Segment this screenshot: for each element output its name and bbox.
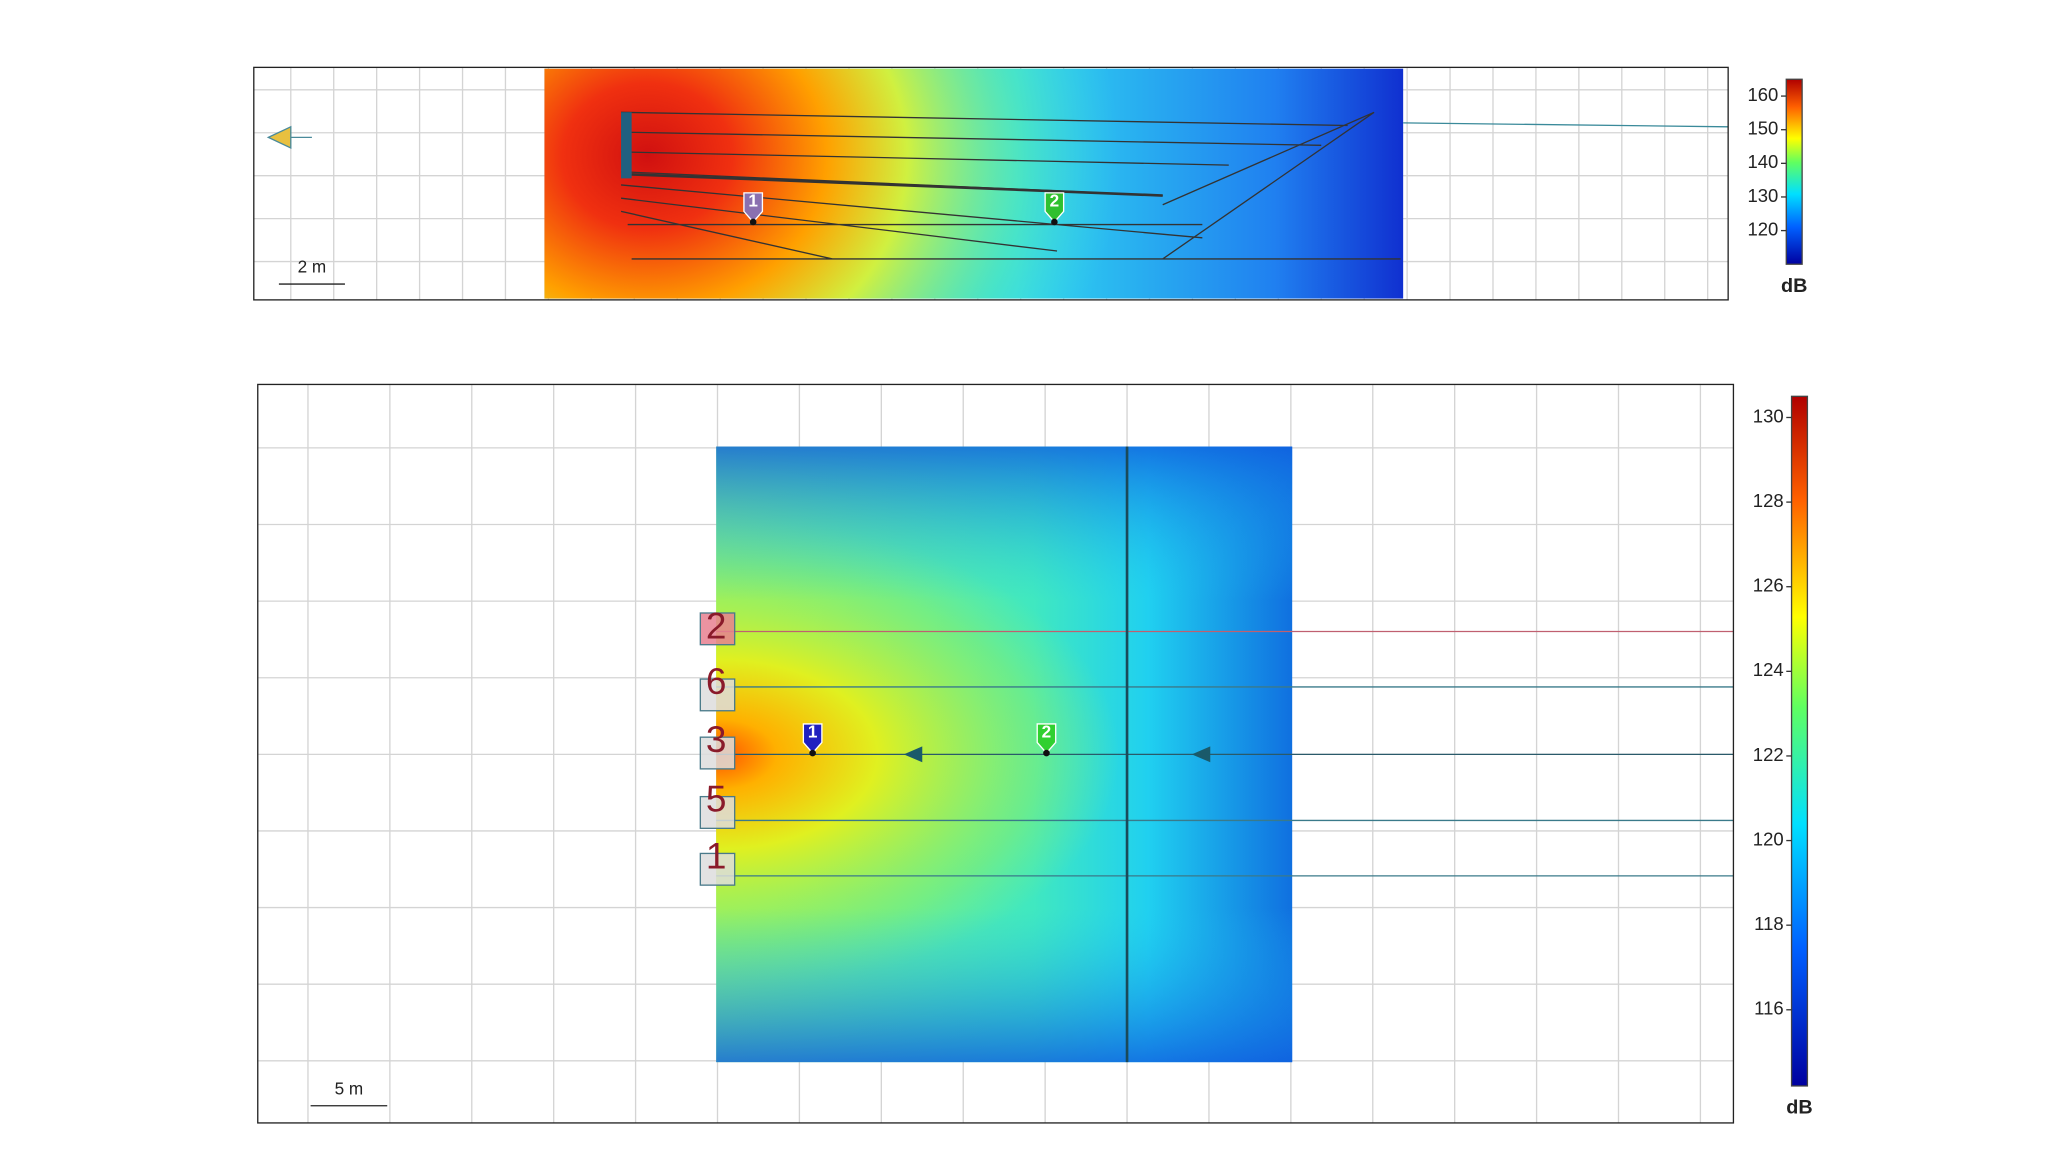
speaker-label: 5 — [706, 779, 727, 820]
speaker — [699, 795, 736, 829]
marker-point — [749, 218, 757, 226]
colorbar-tick-label: 122 — [1753, 744, 1784, 765]
speaker — [699, 612, 736, 646]
marker-point — [1051, 218, 1058, 226]
colorbar-tick-label: 120 — [1753, 828, 1784, 849]
panel-frame — [257, 383, 1735, 1124]
colorbar-tick-label: 160 — [1748, 84, 1779, 105]
colorbar-unit: dB — [1786, 1097, 1812, 1119]
speaker-label: 2 — [706, 606, 727, 647]
marker-point — [809, 749, 816, 757]
colorbar-tick-label: 150 — [1748, 118, 1779, 139]
speaker — [699, 678, 736, 712]
colorbar-tick-label: 120 — [1748, 218, 1779, 239]
marker-label: 2 — [1050, 191, 1060, 211]
colorbar-unit: dB — [1781, 275, 1807, 297]
speaker-label: 6 — [706, 661, 727, 702]
marker — [1036, 723, 1057, 755]
colorbar-tick-label: 130 — [1748, 185, 1779, 206]
marker — [802, 723, 823, 755]
colorbar-tick-label: 118 — [1754, 913, 1783, 934]
scale-label: 5 m — [335, 1078, 364, 1098]
colorbar-tick-label: 140 — [1748, 151, 1779, 172]
sight-lines — [716, 446, 1734, 1063]
marker-label: 1 — [808, 722, 818, 742]
colorbar — [1785, 78, 1803, 265]
direction-arrow — [266, 125, 292, 150]
marker-label: 2 — [1042, 722, 1052, 742]
sight-line — [1403, 122, 1729, 128]
speaker — [699, 852, 736, 886]
speaker-label: 3 — [706, 719, 727, 760]
colorbar-tick-label: 124 — [1753, 659, 1784, 680]
speaker — [699, 736, 736, 770]
heatmap-hot — [544, 68, 1404, 299]
marker-point — [1043, 749, 1050, 757]
scale-label: 2 m — [298, 257, 327, 277]
colorbar-tick-label: 126 — [1753, 575, 1784, 596]
marker — [1044, 192, 1065, 223]
colorbar-tick-label: 130 — [1753, 405, 1784, 426]
speaker-array — [621, 112, 632, 179]
colorbar-tick-label: 128 — [1753, 490, 1784, 511]
marker-label: 1 — [748, 191, 758, 211]
colorbar — [1790, 395, 1809, 1087]
speaker-label: 1 — [706, 835, 727, 876]
panel-frame — [253, 66, 1729, 301]
colorbar-tick-label: 116 — [1754, 998, 1783, 1019]
venue-outline — [620, 111, 1401, 260]
marker — [743, 192, 764, 223]
